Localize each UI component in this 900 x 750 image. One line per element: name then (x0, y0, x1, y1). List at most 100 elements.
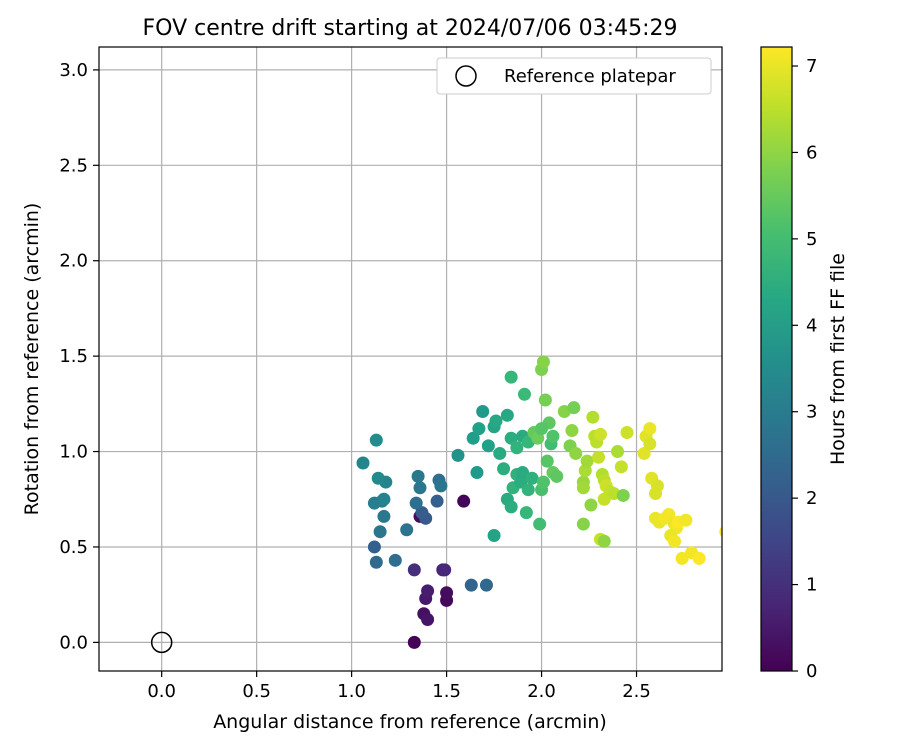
plot-frame (98, 46, 723, 672)
data-point (356, 456, 370, 470)
data-point (519, 506, 533, 520)
data-point (637, 446, 651, 460)
data-point (466, 431, 480, 445)
data-point (620, 425, 634, 439)
x-tick-label: 0.5 (242, 681, 271, 702)
data-point (369, 555, 383, 569)
data-point (614, 460, 628, 474)
x-tick-label: 1.0 (337, 681, 366, 702)
x-tick-label: 2.0 (527, 681, 556, 702)
data-point (373, 525, 387, 539)
data-point (576, 517, 590, 531)
colorbar-tick-label: 0 (806, 661, 817, 682)
y-axis-label: Rotation from reference (arcmin) (21, 203, 43, 516)
legend-label: Reference platepar (504, 66, 676, 87)
data-point (407, 563, 421, 577)
x-axis-label: Angular distance from reference (arcmin) (213, 711, 607, 733)
y-tick-label: 1.5 (59, 346, 88, 367)
data-point (440, 586, 454, 600)
data-point (516, 466, 530, 480)
data-point (371, 471, 385, 485)
colorbar-ticks: 0 1 2 3 4 5 6 7 (792, 56, 817, 682)
data-point (481, 439, 495, 453)
data-point (504, 500, 518, 514)
data-point (470, 466, 484, 480)
colorbar-tick-label: 7 (806, 56, 817, 77)
data-point (662, 508, 676, 522)
data-point (400, 523, 414, 537)
data-point (521, 483, 535, 497)
data-point (611, 445, 625, 459)
data-point (692, 551, 706, 565)
data-point (533, 517, 547, 531)
y-tick-label: 2.0 (59, 251, 88, 272)
chart-title: FOV centre drift starting at 2024/07/06 … (143, 16, 678, 41)
data-point (535, 422, 549, 436)
data-point (569, 446, 583, 460)
data-point (472, 422, 486, 436)
data-point (369, 433, 383, 447)
data-point (517, 387, 531, 401)
legend-box (436, 57, 712, 95)
data-point (421, 584, 435, 598)
data-point (409, 496, 423, 510)
y-tick-label: 1.0 (59, 442, 88, 463)
data-point (593, 427, 607, 441)
y-tick-label: 3.0 (59, 60, 88, 81)
data-point (538, 393, 552, 407)
legend: Reference platepar (436, 57, 712, 95)
legend-marker (455, 65, 477, 87)
data-point (430, 494, 444, 508)
colorbar-tick-label: 2 (806, 488, 817, 509)
data-point (476, 404, 490, 418)
data-point (411, 469, 425, 483)
data-point (504, 431, 518, 445)
data-point (407, 635, 421, 649)
colorbar-tick-label: 3 (806, 402, 817, 423)
data-point (413, 481, 427, 495)
data-point (616, 488, 630, 502)
data-point (464, 578, 478, 592)
colorbar-label: Hours from first FF file (827, 253, 849, 465)
points-layer (150, 355, 722, 654)
data-point (415, 506, 429, 520)
data-point (576, 481, 590, 495)
data-point (536, 355, 550, 369)
data-point (567, 401, 581, 415)
data-point (650, 479, 664, 493)
data-point (643, 437, 657, 451)
x-tick-label: 1.5 (432, 681, 461, 702)
y-tick-label: 0.0 (59, 632, 88, 653)
data-point (493, 446, 507, 460)
data-point (504, 370, 518, 384)
colorbar: 0 1 2 3 4 5 6 7 Hours from first FF file (760, 46, 849, 682)
data-point (377, 509, 391, 523)
data-point (500, 408, 514, 422)
colorbar-tick-label: 4 (806, 315, 817, 336)
data-point (550, 469, 564, 483)
data-point (457, 494, 471, 508)
grid-layer (99, 47, 722, 671)
x-tick-label: 0.0 (147, 681, 176, 702)
data-point (679, 513, 693, 527)
data-point (675, 551, 689, 565)
data-point (489, 414, 503, 428)
colorbar-frame (760, 46, 793, 672)
y-tick-label: 2.5 (59, 155, 88, 176)
data-point (451, 448, 465, 462)
x-axis: 0.0 0.5 1.0 1.5 2.0 2.5 (147, 671, 651, 702)
data-point (565, 424, 579, 438)
data-point (479, 578, 493, 592)
y-axis: 0.0 0.5 1.0 1.5 2.0 2.5 3.0 (59, 60, 99, 653)
colorbar-tick-label: 1 (806, 575, 817, 596)
data-point (719, 526, 722, 537)
data-point (497, 462, 511, 476)
data-point (584, 498, 598, 512)
data-point (367, 540, 381, 554)
colorbar-gradient (761, 47, 792, 671)
data-point (510, 441, 524, 455)
data-point (643, 422, 657, 436)
data-point (592, 450, 606, 464)
